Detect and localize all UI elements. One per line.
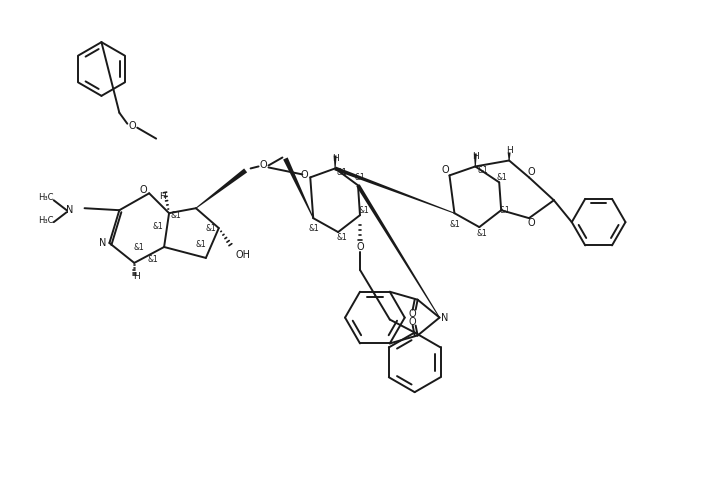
Text: &1: &1 — [449, 220, 460, 229]
Polygon shape — [334, 155, 337, 169]
Polygon shape — [356, 184, 440, 318]
Text: H: H — [506, 146, 513, 155]
Text: H: H — [133, 272, 140, 281]
Text: O: O — [128, 121, 136, 131]
Polygon shape — [283, 157, 314, 219]
Text: O: O — [409, 309, 416, 318]
Text: &1: &1 — [478, 166, 488, 175]
Text: &1: &1 — [134, 244, 145, 252]
Text: O: O — [409, 317, 416, 326]
Text: O: O — [441, 166, 449, 175]
Text: &1: &1 — [500, 206, 511, 215]
Text: &1: &1 — [153, 221, 163, 231]
Text: &1: &1 — [354, 173, 365, 182]
Text: O: O — [527, 168, 535, 177]
Text: &1: &1 — [205, 223, 216, 233]
Text: H: H — [472, 152, 478, 161]
Text: &1: &1 — [195, 240, 206, 248]
Text: H: H — [159, 192, 165, 201]
Polygon shape — [508, 152, 511, 161]
Text: H₃C: H₃C — [39, 216, 53, 224]
Text: N: N — [66, 205, 73, 215]
Text: O: O — [356, 242, 364, 252]
Text: &1: &1 — [170, 211, 181, 220]
Text: H: H — [332, 154, 339, 163]
Polygon shape — [195, 169, 247, 209]
Text: O: O — [140, 185, 147, 196]
Text: N: N — [441, 313, 448, 322]
Text: O: O — [260, 160, 267, 171]
Text: &1: &1 — [359, 206, 369, 215]
Text: &1: &1 — [337, 233, 347, 242]
Text: O: O — [527, 218, 535, 228]
Polygon shape — [334, 167, 455, 214]
Text: OH: OH — [236, 250, 251, 260]
Text: &1: &1 — [148, 255, 158, 265]
Text: N: N — [99, 238, 106, 248]
Text: O: O — [300, 171, 308, 180]
Text: H₃C: H₃C — [39, 193, 53, 202]
Text: &1: &1 — [497, 173, 508, 182]
Text: &1: &1 — [477, 228, 488, 238]
Polygon shape — [474, 153, 477, 167]
Text: &1: &1 — [337, 168, 347, 177]
Text: &1: &1 — [309, 223, 319, 233]
